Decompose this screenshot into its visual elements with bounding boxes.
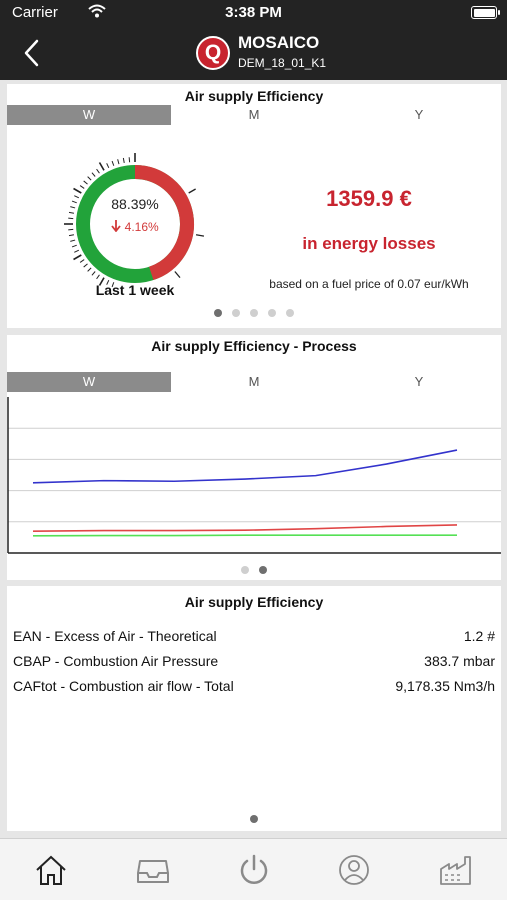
gauge-tick bbox=[68, 211, 75, 214]
device-subtitle: DEM_18_01_K1 bbox=[238, 56, 327, 70]
gauge-tick bbox=[70, 239, 76, 242]
inbox-icon[interactable] bbox=[135, 853, 171, 887]
fuel-price-note: based on a fuel price of 0.07 eur/kWh bbox=[269, 277, 469, 291]
gauge-tick bbox=[96, 168, 100, 174]
gauge-tick bbox=[74, 249, 80, 253]
brand-logo-letter: Q bbox=[204, 41, 222, 64]
page-dot[interactable] bbox=[250, 815, 258, 823]
gauge-tick bbox=[68, 234, 75, 237]
arrow-down-icon bbox=[111, 220, 122, 233]
status-time: 3:38 PM bbox=[225, 4, 282, 21]
bottom-tab-bar bbox=[0, 838, 507, 900]
parameters-card-title: Air supply Efficiency bbox=[184, 594, 324, 610]
energy-loss-label: in energy losses bbox=[302, 234, 436, 253]
energy-loss-amount: 1359.9 € bbox=[326, 186, 412, 211]
gauge-tick bbox=[83, 263, 88, 268]
gauge-tick bbox=[106, 163, 110, 169]
status-bar: Carrier 3:38 PM bbox=[0, 0, 507, 26]
gauge-tick bbox=[87, 267, 92, 272]
process-line-chart bbox=[7, 397, 501, 554]
page-dot[interactable] bbox=[268, 309, 276, 317]
app-title: MOSAICO bbox=[238, 33, 320, 52]
gauge-tick bbox=[73, 254, 82, 261]
parameter-name: CAFtot - Combustion air flow - Total bbox=[13, 678, 234, 694]
gauge-tick bbox=[106, 279, 110, 285]
parameter-name: CBAP - Combustion Air Pressure bbox=[13, 653, 219, 669]
efficiency-gauge bbox=[64, 153, 205, 288]
parameter-list: EAN - Excess of Air - Theoretical 1.2 # … bbox=[13, 626, 495, 701]
page-dot[interactable] bbox=[259, 566, 267, 574]
tab-year[interactable]: Y bbox=[414, 107, 424, 122]
page-dot[interactable] bbox=[286, 309, 294, 317]
wifi-icon bbox=[88, 4, 106, 18]
gauge-tick bbox=[79, 259, 85, 263]
parameters-card: Air supply Efficiency EAN - Excess of Ai… bbox=[7, 586, 501, 831]
user-icon[interactable] bbox=[336, 853, 372, 887]
parameter-value: 1.2 # bbox=[463, 628, 495, 644]
gauge-tick bbox=[111, 160, 115, 166]
gauge-tick bbox=[70, 206, 76, 209]
brand-logo: Q bbox=[196, 36, 230, 70]
gauge-tick bbox=[87, 176, 92, 181]
home-icon[interactable] bbox=[33, 853, 69, 887]
back-chevron-icon[interactable] bbox=[20, 38, 46, 68]
gauge-tick bbox=[111, 282, 115, 288]
page-dot[interactable] bbox=[241, 566, 249, 574]
page-indicator[interactable] bbox=[7, 815, 501, 825]
tab-month[interactable]: M bbox=[248, 374, 260, 389]
carrier-label: Carrier bbox=[12, 4, 58, 21]
tab-week[interactable]: W bbox=[7, 105, 171, 125]
gauge-tick bbox=[73, 187, 82, 194]
efficiency-delta: 4.16% bbox=[59, 220, 211, 234]
parameter-name: EAN - Excess of Air - Theoretical bbox=[13, 628, 217, 644]
gauge-tick bbox=[188, 188, 196, 194]
power-icon[interactable] bbox=[236, 853, 272, 887]
gauge-period-caption: Last 1 week bbox=[95, 282, 175, 298]
gauge-tick bbox=[79, 185, 85, 189]
process-card: Air supply Efficiency - Process W M Y bbox=[7, 335, 501, 580]
process-card-title: Air supply Efficiency - Process bbox=[151, 338, 357, 354]
period-selector: W M Y bbox=[7, 372, 501, 392]
gauge-tick bbox=[195, 234, 205, 237]
gauge-tick bbox=[91, 172, 96, 177]
chart-series-line-3 bbox=[32, 534, 457, 537]
chart-series-line-1 bbox=[32, 449, 458, 484]
page-dot[interactable] bbox=[232, 309, 240, 317]
tab-week[interactable]: W bbox=[7, 372, 171, 392]
gauge-center bbox=[91, 180, 179, 268]
page-indicator[interactable] bbox=[7, 566, 501, 576]
gauge-tick bbox=[91, 271, 96, 276]
efficiency-card: Air supply Efficiency W M Y 88.39% 4.16%… bbox=[7, 84, 501, 328]
gauge-tick bbox=[71, 244, 77, 248]
factory-icon[interactable] bbox=[438, 853, 474, 887]
efficiency-value: 88.39% bbox=[111, 196, 159, 212]
parameter-row: CBAP - Combustion Air Pressure 383.7 mba… bbox=[13, 651, 495, 676]
gauge-tick bbox=[71, 200, 77, 204]
chart-series-line-2 bbox=[32, 524, 458, 532]
efficiency-delta-value: 4.16% bbox=[124, 220, 159, 234]
gauge-tick bbox=[83, 180, 88, 185]
parameter-value: 383.7 mbar bbox=[424, 653, 495, 669]
gauge-tick bbox=[96, 274, 100, 280]
page-dot[interactable] bbox=[214, 309, 222, 317]
gauge-tick bbox=[122, 157, 125, 164]
page-dot[interactable] bbox=[250, 309, 258, 317]
battery-icon bbox=[471, 6, 500, 19]
parameter-row: EAN - Excess of Air - Theoretical 1.2 # bbox=[13, 626, 495, 651]
gauge-tick bbox=[117, 159, 120, 165]
page-indicator[interactable] bbox=[7, 309, 501, 319]
gauge-tick bbox=[98, 277, 105, 286]
tab-month[interactable]: M bbox=[248, 107, 260, 122]
parameter-value: 9,178.35 Nm3/h bbox=[395, 678, 495, 694]
parameter-row: CAFtot - Combustion air flow - Total 9,1… bbox=[13, 676, 495, 701]
gauge-loss-arc bbox=[134, 165, 194, 281]
efficiency-card-title: Air supply Efficiency bbox=[184, 88, 324, 104]
nav-bar: Q MOSAICO DEM_18_01_K1 bbox=[0, 26, 507, 80]
tab-year[interactable]: Y bbox=[414, 374, 424, 389]
gauge-tick bbox=[174, 271, 181, 279]
gauge-tick bbox=[98, 162, 105, 171]
gauge-tick bbox=[74, 195, 80, 199]
period-selector: W M Y bbox=[7, 105, 501, 125]
